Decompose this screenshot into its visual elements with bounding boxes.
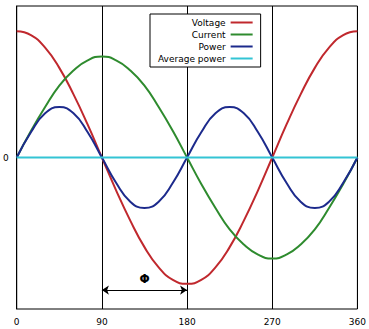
svg-text:0: 0 [14,317,20,327]
svg-text:90: 90 [96,317,108,327]
svg-text:Φ: Φ [139,272,149,286]
svg-text:270: 270 [264,317,281,327]
svg-text:Power: Power [198,42,226,52]
svg-text:Average power: Average power [158,54,226,64]
svg-text:Voltage: Voltage [192,18,226,28]
svg-text:360: 360 [349,317,366,327]
svg-text:180: 180 [178,317,195,327]
svg-text:Current: Current [192,30,226,40]
svg-text:0: 0 [3,153,9,163]
